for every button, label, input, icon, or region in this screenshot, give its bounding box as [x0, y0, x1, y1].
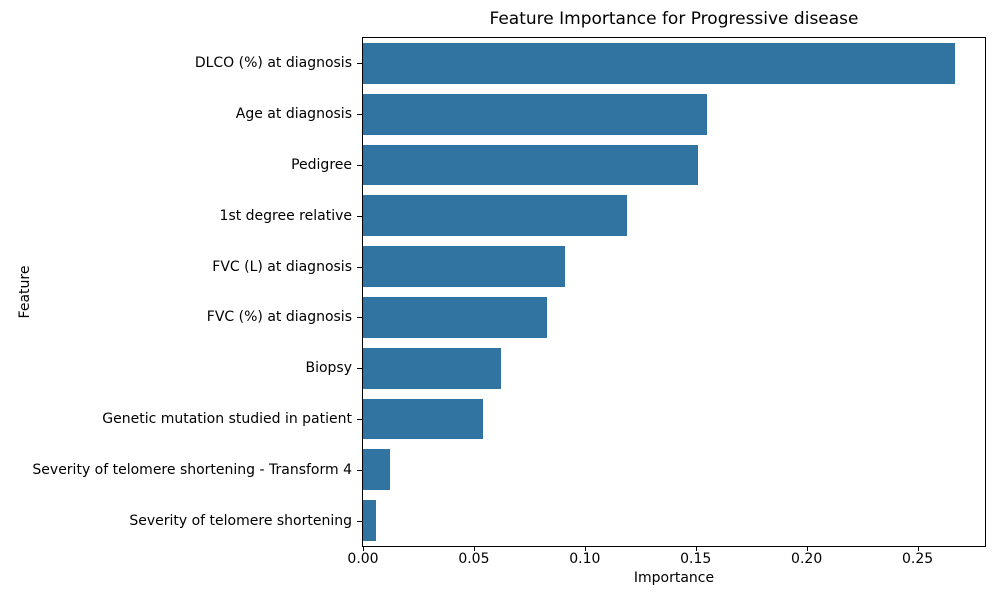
- y-tick-label: 1st degree relative: [219, 207, 352, 224]
- x-axis-tick-labels: 0.00 0.05 0.10 0.15 0.20 0.25: [347, 551, 985, 569]
- x-tick-label: 0.05: [458, 551, 490, 567]
- bar: [363, 144, 698, 186]
- y-tick-label: Genetic mutation studied in patient: [102, 411, 352, 427]
- y-tick: [357, 317, 362, 319]
- y-tick-label: Pedigree: [291, 157, 352, 173]
- y-tick: [357, 419, 362, 420]
- y-tick: [357, 114, 362, 116]
- bar: [363, 93, 707, 135]
- x-tick: [695, 547, 697, 551]
- y-tick-label: DLCO (%) at diagnosis: [194, 55, 352, 72]
- bar: [363, 398, 483, 440]
- bar: [363, 347, 501, 389]
- bar: [363, 246, 565, 287]
- x-tick: [473, 547, 475, 551]
- y-axis-ticks: [357, 38, 362, 546]
- y-tick: [357, 266, 362, 268]
- y-axis-tick-labels: DLCO (%) at diagnosis Age at diagnosis Ped…: [0, 38, 352, 546]
- chart-title: Feature Importance for Progressive disea…: [489, 9, 859, 29]
- y-tick: [357, 368, 362, 370]
- y-tick-label: Severity of telomere shortening - Transf…: [32, 461, 352, 478]
- y-tick-label: Biopsy: [305, 360, 352, 377]
- bar: [363, 43, 956, 84]
- x-tick-label: 0.20: [791, 551, 823, 567]
- y-tick-label: Age at diagnosis: [235, 106, 352, 123]
- x-tick-label: 0.25: [901, 551, 934, 567]
- y-tick: [357, 63, 362, 65]
- y-tick-label: Severity of telomere shortening: [129, 512, 352, 529]
- y-tick-label: FVC (%) at diagnosis: [206, 309, 352, 326]
- x-axis-label: Importance: [633, 570, 715, 586]
- x-axis-ticks: [363, 547, 985, 552]
- bar: [363, 297, 548, 338]
- plot-area: [362, 37, 986, 547]
- x-tick: [806, 547, 808, 551]
- x-tick: [363, 547, 364, 551]
- y-tick-label: FVC (L) at diagnosis: [212, 258, 352, 275]
- y-tick: [357, 520, 362, 522]
- bar: [363, 195, 627, 237]
- x-tick-label: 0.00: [347, 551, 379, 567]
- x-tick-label: 0.15: [680, 551, 712, 567]
- y-tick: [357, 165, 362, 166]
- bar: [363, 500, 377, 541]
- x-tick: [917, 547, 919, 551]
- x-tick: [584, 547, 586, 551]
- y-tick: [357, 469, 362, 471]
- y-tick: [357, 215, 362, 217]
- bar: [363, 449, 390, 491]
- x-tick-label: 0.10: [569, 551, 601, 567]
